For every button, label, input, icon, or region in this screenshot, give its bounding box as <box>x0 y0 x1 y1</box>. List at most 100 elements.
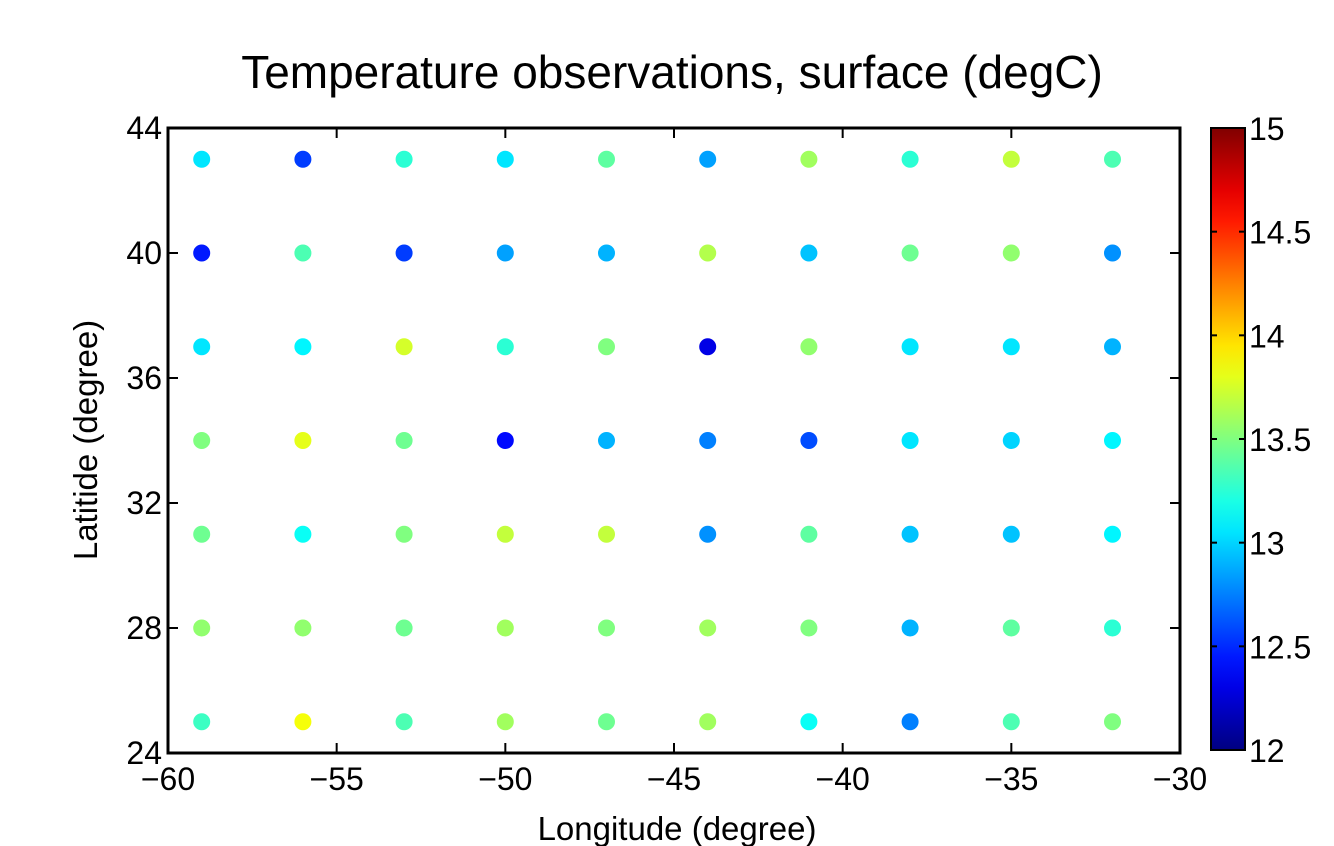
colorbar-tick-label: 15 <box>1249 111 1285 147</box>
y-tick-label: 40 <box>126 235 162 271</box>
data-point <box>193 525 211 543</box>
x-tick-label: −60 <box>141 761 195 797</box>
data-point <box>1002 619 1020 637</box>
data-point <box>496 619 514 637</box>
data-point <box>598 244 615 262</box>
data-point <box>800 525 818 543</box>
data-point <box>1104 244 1121 262</box>
data-point <box>1002 713 1020 731</box>
data-point <box>699 338 717 356</box>
data-point <box>1104 619 1121 637</box>
data-point <box>496 432 514 449</box>
data-point <box>699 713 717 731</box>
data-point <box>1104 338 1121 356</box>
y-tick-label: 32 <box>126 485 162 521</box>
data-point <box>193 244 211 262</box>
data-point <box>901 244 919 262</box>
data-point <box>699 244 717 262</box>
data-point <box>496 525 514 543</box>
data-point <box>395 619 413 637</box>
data-point <box>294 150 312 168</box>
x-tick-label: −30 <box>1153 761 1207 797</box>
colorbar: 12 12.5 13 13.5 14 14.5 15 <box>1210 111 1311 769</box>
y-tick-label: 36 <box>126 360 162 396</box>
data-markers <box>193 150 1121 731</box>
colorbar-tick-label: 13.5 <box>1249 422 1311 458</box>
data-point <box>1002 432 1020 449</box>
data-point <box>1104 432 1121 449</box>
plot-area <box>168 128 1180 753</box>
data-point <box>901 525 919 543</box>
data-point <box>294 619 312 637</box>
y-axis: 24 28 32 36 40 44 <box>126 110 1180 771</box>
data-point <box>496 150 514 168</box>
y-tick-label: 44 <box>126 110 162 146</box>
data-point <box>901 713 919 731</box>
colorbar-tick-label: 12.5 <box>1249 629 1311 665</box>
data-point <box>395 432 413 449</box>
x-tick-label: −45 <box>647 761 701 797</box>
data-point <box>901 338 919 356</box>
data-point <box>800 338 818 356</box>
x-tick-label: −35 <box>984 761 1038 797</box>
data-point <box>395 150 413 168</box>
x-tick-label: −50 <box>478 761 532 797</box>
data-point <box>598 525 615 543</box>
data-point <box>800 244 818 262</box>
data-point <box>193 432 211 449</box>
y-tick-label: 24 <box>126 735 162 771</box>
data-point <box>1002 525 1020 543</box>
data-point <box>699 525 717 543</box>
data-point <box>699 619 717 637</box>
data-point <box>800 432 818 449</box>
data-point <box>800 150 818 168</box>
colorbar-tick-label: 14 <box>1249 318 1285 354</box>
data-point <box>598 338 615 356</box>
data-point <box>1002 244 1020 262</box>
data-point <box>1104 713 1121 731</box>
data-point <box>598 619 615 637</box>
data-point <box>1104 150 1121 168</box>
data-point <box>496 713 514 731</box>
data-point <box>294 525 312 543</box>
plot-background <box>168 128 1180 753</box>
data-point <box>193 619 211 637</box>
data-point <box>1104 525 1121 543</box>
data-point <box>699 432 717 449</box>
x-tick-label: −40 <box>816 761 870 797</box>
data-point <box>395 525 413 543</box>
x-axis-label: Longitude (degree) <box>538 810 817 846</box>
data-point <box>598 713 615 731</box>
data-point <box>193 713 211 731</box>
data-point <box>395 244 413 262</box>
data-point <box>395 713 413 731</box>
data-point <box>294 713 312 731</box>
data-point <box>598 150 615 168</box>
y-tick-label: 28 <box>126 610 162 646</box>
data-point <box>1002 150 1020 168</box>
data-point <box>1002 338 1020 356</box>
data-point <box>193 150 211 168</box>
x-axis: −60 −55 −50 −45 −40 −35 −30 <box>141 128 1207 797</box>
data-point <box>901 432 919 449</box>
data-point <box>901 150 919 168</box>
colorbar-tick-label: 13 <box>1249 526 1285 562</box>
data-point <box>294 432 312 449</box>
data-point <box>901 619 919 637</box>
chart-title: Temperature observations, surface (degC) <box>241 46 1103 98</box>
x-tick-label: −55 <box>310 761 364 797</box>
colorbar-tick-label: 12 <box>1249 733 1285 769</box>
data-point <box>496 338 514 356</box>
data-point <box>395 338 413 356</box>
data-point <box>294 244 312 262</box>
y-axis-label: Latitide (degree) <box>67 320 104 560</box>
data-point <box>800 619 818 637</box>
data-point <box>699 150 717 168</box>
data-point <box>496 244 514 262</box>
colorbar-tick-label: 14.5 <box>1249 215 1311 251</box>
data-point <box>294 338 312 356</box>
data-point <box>598 432 615 449</box>
data-point <box>193 338 211 356</box>
data-point <box>800 713 818 731</box>
